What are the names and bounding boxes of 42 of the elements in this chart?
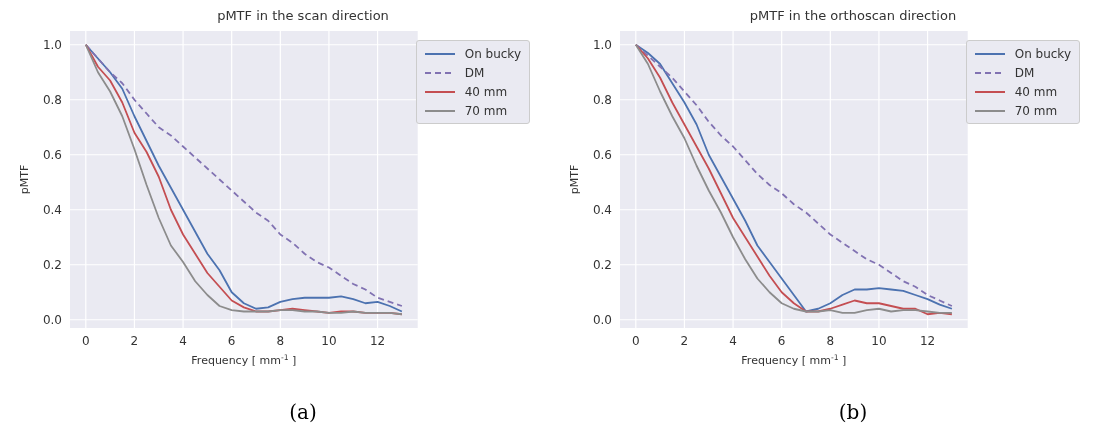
legend-label: On bucky (464, 46, 521, 61)
y-tick-label: 0.0 (42, 313, 62, 328)
chart-title: pMTF in the scan direction (216, 8, 390, 25)
x-tick-label: 6 (777, 333, 786, 348)
y-tick-label: 0.6 (592, 148, 612, 163)
x-tick-label: 0 (631, 333, 640, 348)
x-tick-label: 10 (871, 333, 887, 348)
x-tick-label: 8 (826, 333, 835, 348)
x-tick-label: 0 (81, 333, 90, 348)
y-tick-label: 0.4 (42, 203, 62, 218)
x-tick-label: 8 (276, 333, 285, 348)
y-tick-label: 1.0 (592, 38, 612, 53)
y-axis-title: pMTF (18, 164, 31, 195)
x-tick-label: 2 (130, 333, 139, 348)
y-tick-label: 0.0 (592, 313, 612, 328)
x-tick-label: 12 (919, 333, 936, 348)
x-tick-label: 6 (227, 333, 236, 348)
y-tick-label: 0.2 (42, 258, 62, 273)
x-axis-title: Frequency [ mm$^{-1}$ ] (741, 352, 847, 367)
x-tick-label: 2 (680, 333, 689, 348)
text: (b) (837, 400, 869, 424)
legend-label: DM (1014, 65, 1035, 80)
y-tick-label: 0.6 (42, 148, 62, 163)
y-tick-label: 0.8 (42, 93, 62, 108)
x-axis-title: Frequency [ mm$^{-1}$ ] (191, 352, 297, 367)
legend-label: 40 mm (1014, 84, 1058, 99)
y-tick-label: 1.0 (42, 38, 62, 53)
x-tick-label: 12 (369, 333, 386, 348)
y-tick-label: 0.4 (592, 203, 612, 218)
text: (a) (288, 400, 318, 424)
legend-label: 40 mm (464, 84, 508, 99)
y-tick-label: 0.8 (592, 93, 612, 108)
y-tick-label: 0.2 (592, 258, 612, 273)
legend-label: On bucky (1014, 46, 1071, 61)
x-tick-label: 10 (321, 333, 337, 348)
chart-title: pMTF in the orthoscan direction (748, 8, 958, 25)
x-tick-label: 4 (179, 333, 187, 348)
legend-label: 70 mm (464, 103, 508, 118)
legend-label: DM (464, 65, 485, 80)
x-tick-label: 4 (729, 333, 737, 348)
legend-label: 70 mm (1014, 103, 1058, 118)
y-axis-title: pMTF (568, 164, 581, 195)
